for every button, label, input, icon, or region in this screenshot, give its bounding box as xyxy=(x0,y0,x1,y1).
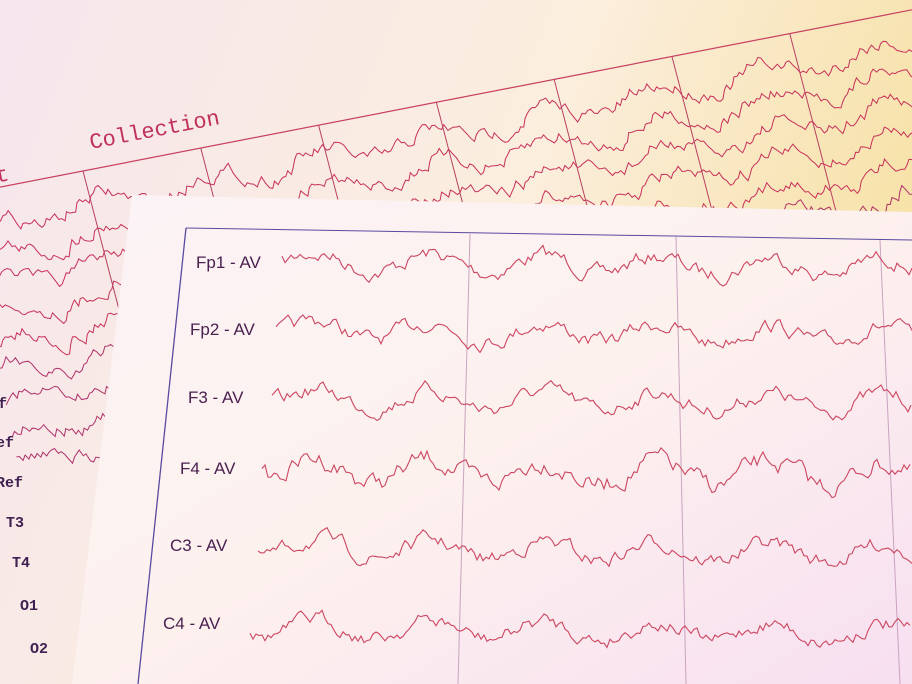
trace xyxy=(261,447,911,499)
label: O2 xyxy=(30,641,48,658)
channel-label: Fp2 - AV xyxy=(190,320,256,339)
channel-labels: Fp1 - AV Fp2 - AV F3 - AV F4 - AV C3 - A… xyxy=(163,253,262,633)
label: T4 xyxy=(12,555,30,572)
channel-label: Fp1 - AV xyxy=(196,253,262,272)
front-sheet xyxy=(72,195,912,684)
back-labels: f ef Ref T3 T4 O1 O2 xyxy=(0,396,48,658)
header-line xyxy=(0,2,912,195)
grid xyxy=(457,233,901,684)
header-text: nt xyxy=(0,162,11,192)
sheet-border xyxy=(185,227,912,241)
label: T3 xyxy=(6,515,24,532)
label: f xyxy=(0,396,7,413)
trace xyxy=(281,244,912,287)
grid-line xyxy=(457,233,471,684)
trace xyxy=(249,609,911,649)
trace xyxy=(257,526,912,568)
label: O1 xyxy=(20,598,38,615)
label: Ref xyxy=(0,475,23,492)
channel-label: F3 - AV xyxy=(188,388,244,407)
sheet-border xyxy=(137,227,187,684)
channel-label: F4 - AV xyxy=(180,459,236,478)
trace xyxy=(275,314,912,354)
grid-line xyxy=(675,236,687,684)
traces xyxy=(249,244,912,649)
channel-label: C4 - AV xyxy=(163,614,221,633)
label: ef xyxy=(0,435,14,452)
channel-label: C3 - AV xyxy=(170,536,228,555)
trace xyxy=(271,379,912,422)
grid-line xyxy=(879,239,901,684)
